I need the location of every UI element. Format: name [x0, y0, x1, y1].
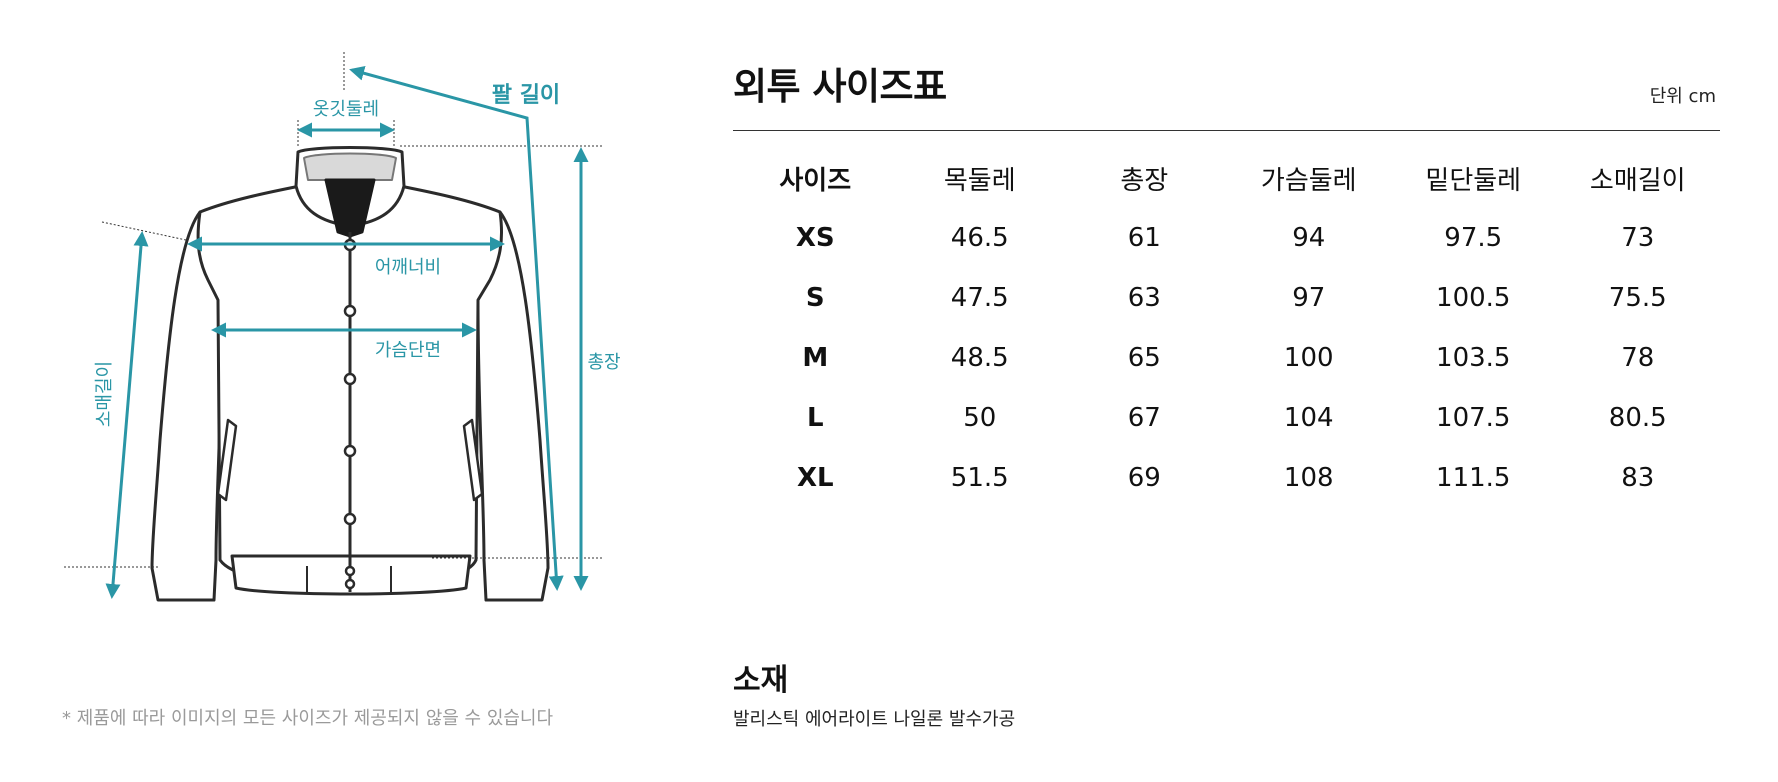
- arm-length-label: 팔 길이: [492, 83, 560, 108]
- disclaimer-note: * 제품에 따라 이미지의 모든 사이즈가 제공되지 않을 수 있습니다: [62, 708, 554, 729]
- size-chart-title: 외투 사이즈표: [733, 65, 947, 108]
- header-cell: 밑단둘레: [1425, 165, 1522, 196]
- value-cell: 78: [1621, 343, 1655, 373]
- sleeve-arrow: [105, 231, 149, 599]
- value-cell: 48.5: [950, 343, 1009, 373]
- size-cell: S: [805, 283, 825, 313]
- header-cell: 소매길이: [1589, 165, 1686, 196]
- value-cell: 97: [1292, 283, 1326, 313]
- header-cell: 총장: [1120, 165, 1169, 196]
- table-row: XS 46.5 61 94 97.5 73: [733, 208, 1720, 268]
- value-cell: 46.5: [950, 223, 1009, 253]
- table-row: L 50 67 104 107.5 80.5: [733, 388, 1720, 448]
- header-cell: 가슴둘레: [1260, 165, 1357, 196]
- arm-length-arrow: [349, 65, 564, 591]
- measurement-arrows: [105, 65, 589, 599]
- size-cell: XL: [796, 463, 834, 493]
- sleeve-label: 소매길이: [94, 361, 115, 427]
- size-table-header: 사이즈 목둘레 총장 가슴둘레 밑단둘레 소매길이: [733, 148, 1720, 208]
- value-cell: 80.5: [1608, 403, 1667, 433]
- chest-label: 가슴단면: [375, 340, 441, 361]
- table-row: XL 51.5 69 108 111.5 83: [733, 448, 1720, 508]
- shoulder-label: 어깨너비: [375, 257, 441, 278]
- title-divider: [733, 130, 1720, 131]
- value-cell: 83: [1621, 463, 1655, 493]
- value-cell: 104: [1283, 403, 1334, 433]
- header-cell: 사이즈: [779, 165, 852, 196]
- table-row: S 47.5 63 97 100.5 75.5: [733, 268, 1720, 328]
- size-cell: M: [802, 343, 829, 373]
- unit-label: 단위 cm: [1649, 86, 1716, 107]
- value-cell: 108: [1283, 463, 1334, 493]
- size-cell: XS: [795, 223, 835, 253]
- value-cell: 97.5: [1444, 223, 1503, 253]
- total-length-label: 총장: [587, 352, 620, 373]
- value-cell: 75.5: [1608, 283, 1667, 313]
- material-title: 소재: [733, 663, 789, 698]
- value-cell: 65: [1127, 343, 1161, 373]
- size-table: 사이즈 목둘레 총장 가슴둘레 밑단둘레 소매길이 XS 46.5 61 94 …: [733, 148, 1720, 508]
- value-cell: 100: [1283, 343, 1334, 373]
- table-row: M 48.5 65 100 103.5 78: [733, 328, 1720, 388]
- value-cell: 73: [1621, 223, 1655, 253]
- value-cell: 111.5: [1436, 463, 1511, 493]
- collar-inner: [303, 152, 397, 181]
- header-cell: 목둘레: [943, 165, 1016, 196]
- jacket-measurement-diagram: 옷깃둘레 팔 길이 어깨너비 가슴단면 총장 소매길이: [64, 52, 621, 602]
- value-cell: 50: [963, 403, 997, 433]
- value-cell: 69: [1127, 463, 1161, 493]
- value-cell: 107.5: [1436, 403, 1511, 433]
- material-text: 발리스틱 에어라이트 나일론 발수가공: [733, 709, 1016, 730]
- value-cell: 100.5: [1436, 283, 1511, 313]
- value-cell: 67: [1127, 403, 1161, 433]
- value-cell: 103.5: [1436, 343, 1511, 373]
- collar-label: 옷깃둘레: [313, 99, 379, 120]
- size-cell: L: [806, 403, 824, 433]
- value-cell: 51.5: [950, 463, 1009, 493]
- value-cell: 63: [1127, 283, 1161, 313]
- value-cell: 94: [1292, 223, 1326, 253]
- value-cell: 47.5: [950, 283, 1009, 313]
- left-pocket: [216, 418, 238, 502]
- value-cell: 61: [1127, 223, 1161, 253]
